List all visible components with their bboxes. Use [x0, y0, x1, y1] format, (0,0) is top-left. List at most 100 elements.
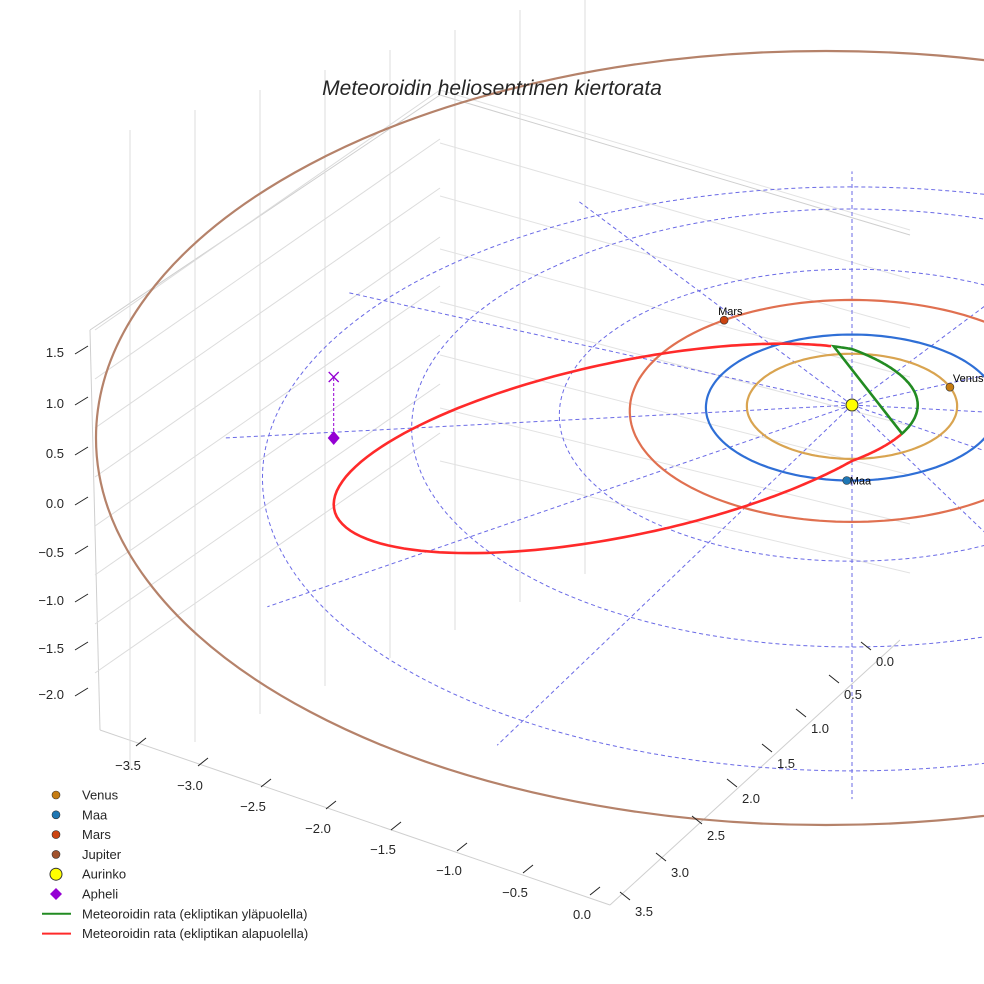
z-tick-label: 0.0 — [46, 496, 64, 511]
grid-line — [439, 195, 911, 329]
grid-line — [439, 460, 911, 574]
z-tick — [74, 545, 89, 555]
x-tick-label: −0.5 — [502, 885, 528, 900]
orbit-maa — [704, 333, 984, 482]
y-tick — [726, 778, 738, 788]
grid-line — [439, 301, 911, 427]
x-tick — [390, 821, 402, 831]
x-tick-label: 0.0 — [573, 907, 591, 922]
z-tick-label: 1.5 — [46, 345, 64, 360]
x-tick — [589, 886, 601, 896]
legend-marker-sun — [49, 867, 63, 881]
orbit-mars — [628, 298, 984, 524]
legend-marker-maa — [51, 810, 61, 820]
y-tick-label: 3.0 — [671, 865, 689, 880]
markers: Venus Maa Mars — [327, 306, 984, 488]
grid-line — [439, 407, 911, 525]
z-tick — [74, 593, 89, 603]
legend-marker-aphelion — [50, 888, 62, 900]
aphelion-projection-x — [328, 371, 340, 383]
y-tick-label: 1.5 — [777, 756, 795, 771]
grid-radial — [851, 404, 984, 533]
x-tick — [260, 778, 272, 788]
grid-line — [94, 285, 441, 527]
x-tick — [456, 842, 468, 852]
x-tick-label: −3.5 — [115, 758, 141, 773]
z-tick — [74, 345, 89, 355]
z-tick — [74, 687, 89, 697]
grid-line — [94, 334, 441, 576]
z-tick-label: 0.5 — [46, 446, 64, 461]
legend-label: Mars — [82, 827, 111, 842]
pane-edge — [89, 94, 441, 331]
z-tick-label: −1.5 — [38, 641, 64, 656]
x-tick — [135, 737, 147, 747]
grid-line — [94, 383, 441, 625]
legend-marker-venus — [51, 790, 61, 800]
pane-edge — [99, 729, 611, 906]
grid-line — [439, 248, 911, 378]
orbit-jupiter — [95, 50, 984, 826]
grid-radial — [851, 375, 984, 406]
z-tick — [74, 496, 89, 506]
aphelion-marker — [327, 431, 340, 445]
y-tick-label: 0.5 — [844, 687, 862, 702]
y-tick — [619, 891, 631, 901]
grid-line — [439, 89, 911, 231]
grid-radial — [267, 404, 853, 608]
x-tick — [325, 800, 337, 810]
planet-label-mars: Mars — [718, 306, 743, 318]
x-tick-label: −1.5 — [370, 842, 396, 857]
z-tick-label: 1.0 — [46, 396, 64, 411]
planet-orbits — [95, 50, 984, 826]
grid-line — [94, 89, 441, 331]
grid-line — [94, 138, 441, 380]
planet-maa — [842, 476, 852, 485]
meteoroid-orbit-below — [332, 342, 903, 555]
grid-line — [94, 236, 441, 478]
x-tick — [522, 864, 534, 874]
z-tick — [74, 396, 89, 406]
x-tick-label: −2.0 — [305, 821, 331, 836]
planet-mars — [719, 315, 729, 325]
x-tick-label: −2.5 — [240, 799, 266, 814]
chart-title: Meteoroidin heliosentrinen kiertorata — [322, 77, 662, 100]
y-tick-label: 3.5 — [635, 904, 653, 919]
z-tick-label: −0.5 — [38, 545, 64, 560]
pane-edge — [609, 639, 901, 906]
legend-marker-mars — [51, 830, 61, 839]
x-tick-label: −1.0 — [436, 863, 462, 878]
planet-label-venus: Venus — [953, 373, 984, 385]
legend: Venus Maa Mars Jupiter Aurinko Apheli Meteoroi… — [42, 788, 308, 941]
y-tick — [691, 815, 703, 825]
z-tick-label: −2.0 — [38, 687, 64, 702]
sun-marker — [845, 398, 859, 412]
grid-circle — [558, 268, 984, 562]
grid-radial — [349, 292, 853, 406]
pane-edge — [439, 94, 911, 236]
y-tick — [828, 674, 840, 684]
grid-radial — [578, 201, 853, 406]
grid-line — [94, 432, 441, 674]
legend-label: Venus — [82, 788, 119, 803]
planet-label-maa: Maa — [850, 476, 872, 488]
y-tick — [655, 852, 667, 862]
z-tick-label: −1.0 — [38, 593, 64, 608]
pane-edge — [89, 329, 101, 731]
y-tick-label: 1.0 — [811, 721, 829, 736]
x-tick-label: −3.0 — [177, 778, 203, 793]
grid-radial — [496, 404, 853, 746]
y-tick-label: 2.5 — [707, 828, 725, 843]
legend-label: Jupiter — [82, 847, 122, 862]
y-tick-label: 0.0 — [876, 654, 894, 669]
grid-radial — [224, 404, 853, 439]
grid-line — [439, 142, 911, 280]
legend-label: Maa — [82, 807, 108, 822]
y-tick — [761, 743, 773, 753]
legend-label: Aurinko — [82, 867, 126, 882]
z-tick — [74, 446, 89, 456]
planet-venus — [945, 382, 955, 392]
grid-line — [94, 187, 441, 429]
